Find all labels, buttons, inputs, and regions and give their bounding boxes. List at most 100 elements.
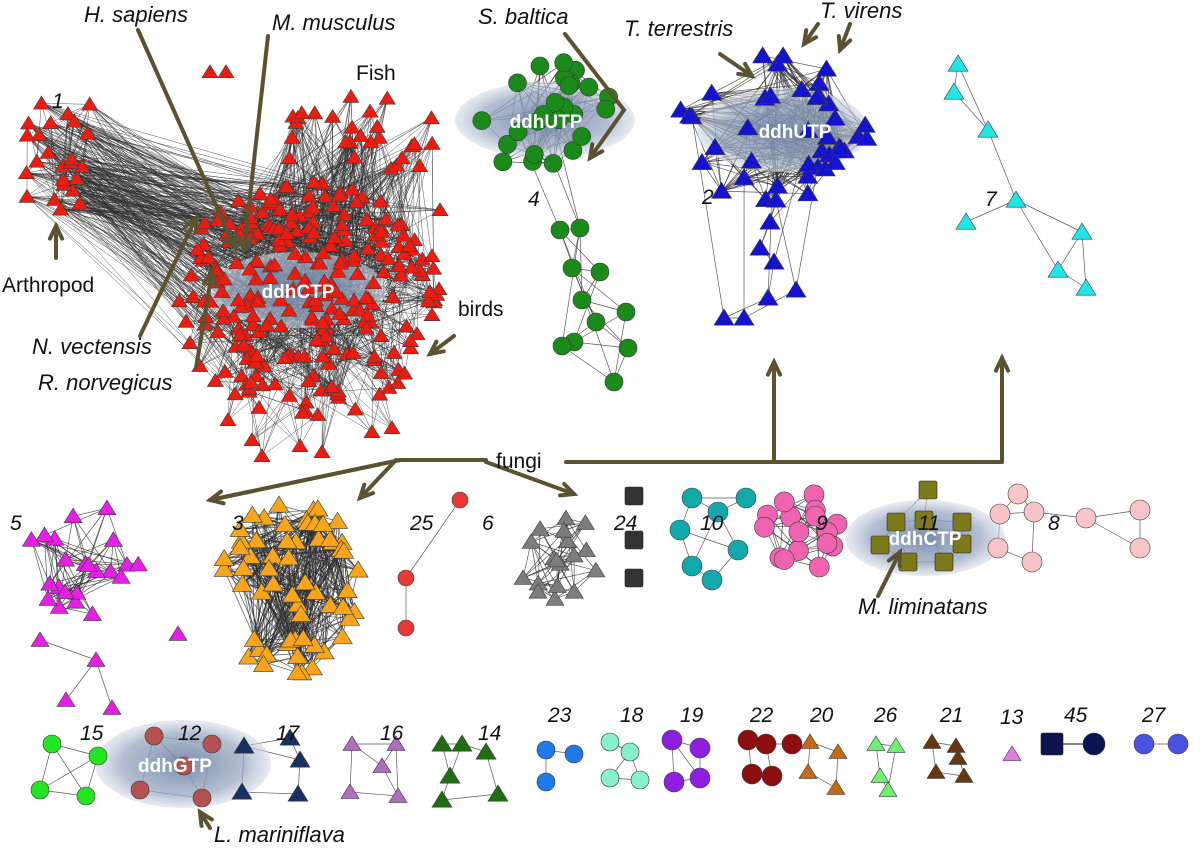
node-c1[interactable] bbox=[229, 193, 248, 207]
node-c8[interactable] bbox=[1129, 537, 1151, 559]
node-c11[interactable] bbox=[870, 535, 890, 555]
node-c3[interactable] bbox=[305, 582, 327, 600]
node-c1[interactable] bbox=[317, 328, 335, 343]
node-c1[interactable] bbox=[266, 257, 284, 272]
node-c3[interactable] bbox=[268, 495, 290, 513]
node-c25[interactable] bbox=[451, 491, 469, 509]
node-c4[interactable] bbox=[508, 73, 527, 93]
node-c2[interactable] bbox=[824, 152, 846, 170]
node-c3[interactable] bbox=[232, 558, 254, 576]
node-c1[interactable] bbox=[431, 202, 449, 217]
node-c1[interactable] bbox=[424, 260, 443, 275]
node-c2[interactable] bbox=[679, 106, 701, 124]
node-c15[interactable] bbox=[76, 786, 96, 806]
node-c2[interactable] bbox=[824, 108, 846, 126]
node-c1[interactable] bbox=[32, 95, 51, 110]
node-c20[interactable] bbox=[826, 779, 846, 795]
node-c1[interactable] bbox=[316, 188, 334, 203]
node-c5[interactable] bbox=[55, 550, 76, 567]
node-c1[interactable] bbox=[411, 158, 429, 172]
node-c4[interactable] bbox=[550, 220, 570, 240]
node-c3[interactable] bbox=[286, 662, 308, 681]
node-c3[interactable] bbox=[276, 531, 298, 549]
node-c1[interactable] bbox=[229, 292, 247, 307]
node-c1[interactable] bbox=[39, 144, 57, 159]
node-c9[interactable] bbox=[773, 549, 795, 570]
node-c1[interactable] bbox=[243, 432, 261, 447]
node-c4[interactable] bbox=[554, 53, 573, 73]
node-c1[interactable] bbox=[65, 113, 83, 128]
node-c2[interactable] bbox=[854, 115, 876, 133]
node-c1[interactable] bbox=[300, 279, 318, 294]
node-c1[interactable] bbox=[314, 348, 332, 363]
node-c1[interactable] bbox=[305, 174, 323, 189]
node-c1[interactable] bbox=[59, 106, 77, 120]
node-c18[interactable] bbox=[600, 732, 620, 752]
node-c1[interactable] bbox=[357, 320, 375, 335]
node-c27[interactable] bbox=[1133, 733, 1155, 755]
node-c1[interactable] bbox=[325, 341, 343, 355]
node-c1[interactable] bbox=[177, 313, 195, 328]
node-c5[interactable] bbox=[49, 598, 69, 614]
node-c7[interactable] bbox=[1047, 260, 1069, 278]
node-c10[interactable] bbox=[701, 569, 723, 591]
node-c1[interactable] bbox=[408, 326, 426, 341]
node-c1[interactable] bbox=[214, 303, 232, 318]
node-c1[interactable] bbox=[405, 136, 423, 151]
node-c1[interactable] bbox=[71, 195, 89, 210]
node-c3[interactable] bbox=[213, 548, 235, 567]
node-c8[interactable] bbox=[989, 503, 1011, 525]
node-c8[interactable] bbox=[1023, 501, 1045, 523]
node-c1[interactable] bbox=[215, 271, 233, 286]
node-c1[interactable] bbox=[351, 302, 369, 317]
node-c3[interactable] bbox=[290, 604, 312, 622]
node-c4[interactable] bbox=[562, 258, 582, 278]
node-c18[interactable] bbox=[600, 768, 620, 788]
node-c1[interactable] bbox=[363, 424, 381, 439]
node-c1[interactable] bbox=[378, 90, 396, 105]
node-c4[interactable] bbox=[472, 111, 492, 130]
node-c1[interactable] bbox=[305, 224, 323, 239]
node-c1[interactable] bbox=[401, 333, 420, 347]
node-c1[interactable] bbox=[283, 129, 301, 144]
node-c6[interactable] bbox=[564, 546, 584, 563]
node-c1[interactable] bbox=[30, 127, 48, 141]
node-c1[interactable] bbox=[383, 420, 401, 435]
node-c12[interactable] bbox=[130, 780, 150, 800]
node-c13[interactable] bbox=[1002, 745, 1022, 761]
node-c15[interactable] bbox=[42, 734, 62, 754]
node-c1[interactable] bbox=[375, 264, 393, 279]
node-c1[interactable] bbox=[325, 198, 343, 212]
node-c1[interactable] bbox=[390, 257, 408, 272]
node-c1[interactable] bbox=[182, 267, 200, 282]
node-c1[interactable] bbox=[345, 149, 363, 164]
node-c1[interactable] bbox=[314, 245, 332, 260]
node-c1[interactable] bbox=[402, 340, 420, 355]
node-c2[interactable] bbox=[785, 280, 807, 298]
node-c17[interactable] bbox=[287, 784, 309, 802]
node-c1[interactable] bbox=[54, 171, 72, 186]
node-c1[interactable] bbox=[311, 255, 329, 270]
node-c24[interactable] bbox=[624, 530, 644, 550]
node-c1[interactable] bbox=[344, 345, 362, 360]
node-c1[interactable] bbox=[18, 188, 36, 203]
node-c20[interactable] bbox=[828, 743, 848, 759]
node-c2[interactable] bbox=[797, 120, 819, 138]
node-c5[interactable] bbox=[82, 605, 102, 621]
node-c1[interactable] bbox=[248, 348, 266, 362]
node-c2[interactable] bbox=[797, 166, 819, 184]
node-c6[interactable] bbox=[564, 582, 584, 599]
node-c4[interactable] bbox=[493, 152, 513, 172]
node-c2[interactable] bbox=[829, 138, 852, 156]
node-c2[interactable] bbox=[749, 238, 771, 256]
node-c1[interactable] bbox=[62, 151, 80, 166]
node-c14[interactable] bbox=[439, 766, 461, 784]
node-c1[interactable] bbox=[68, 170, 86, 185]
node-c1[interactable] bbox=[423, 135, 441, 150]
node-c6[interactable] bbox=[575, 514, 595, 530]
node-c3[interactable] bbox=[292, 628, 314, 646]
node-c1[interactable] bbox=[333, 217, 351, 232]
node-c1[interactable] bbox=[42, 115, 60, 130]
node-c5[interactable] bbox=[128, 555, 148, 572]
node-c4[interactable] bbox=[525, 145, 544, 164]
